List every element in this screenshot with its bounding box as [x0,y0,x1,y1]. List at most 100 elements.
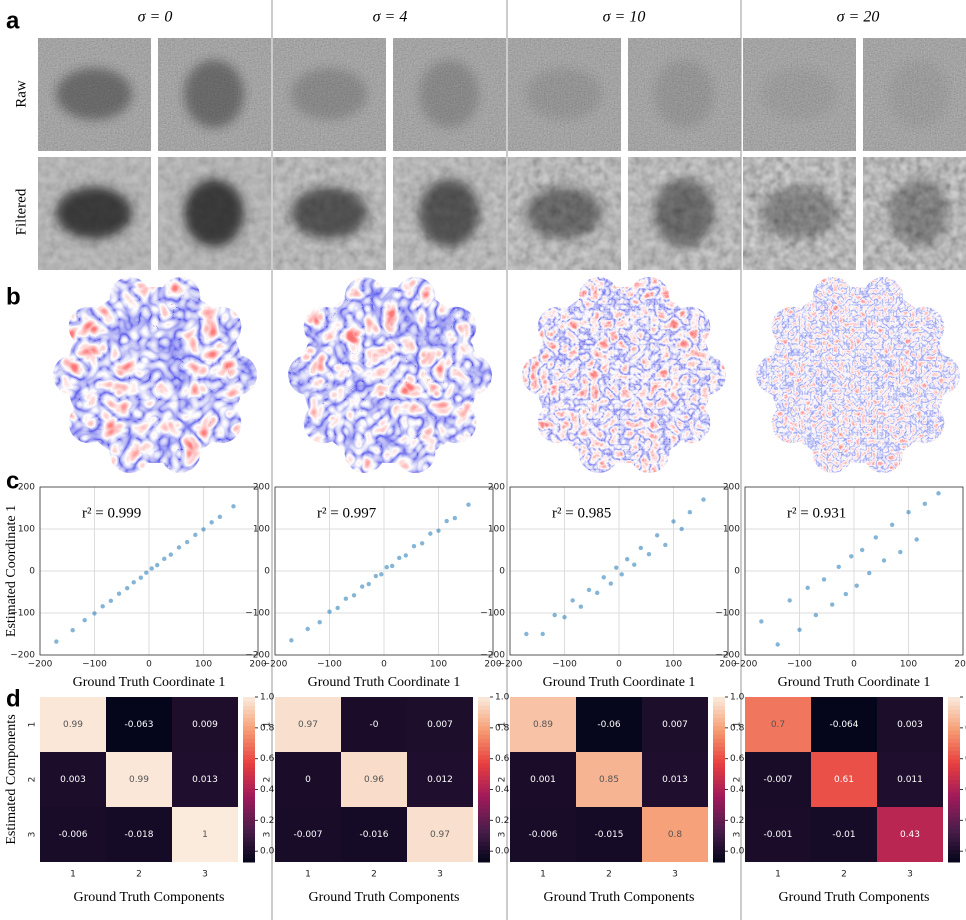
cell-label: -0.064 [829,720,858,730]
point [814,613,818,617]
colorbar-step [243,705,255,710]
colorbar-step [948,825,960,830]
point [231,504,235,508]
colorbar-label: 0.0 [495,847,510,857]
cell-label: 0.003 [897,720,923,730]
point [882,558,886,562]
colorbar-step [478,788,490,793]
point [639,546,643,550]
colorbar-step [713,813,725,818]
colorbar-step [948,784,960,789]
point [352,593,356,597]
colorbar-step [243,714,255,719]
cell-label: 0.99 [63,720,83,730]
x-tick-label: 0 [616,660,622,670]
colorbar-step [713,701,725,706]
colorbar-step [948,726,960,731]
point [117,591,121,595]
point [914,537,918,541]
colorbar-step [478,763,490,768]
colorbar-step [948,734,960,739]
point [898,550,902,554]
y-tick-label: 0 [264,567,270,577]
x-axis-title: Ground Truth Coordinate 1 [308,675,461,690]
colorbar-step [243,796,255,801]
colorbar-step [478,825,490,830]
x-tick-label: 3 [907,870,913,880]
point [849,554,853,558]
x-axis-title: Ground Truth Components [74,890,225,905]
colorbar-step [243,742,255,747]
colorbar-step [478,718,490,723]
point [587,588,591,592]
colorbar-step [478,784,490,789]
colorbar-step [478,701,490,706]
point [209,520,213,524]
point [787,598,791,602]
colorbar-step [713,858,725,863]
point [874,535,878,539]
point [867,571,871,575]
point [855,584,859,588]
point [609,581,613,585]
colorbar-step [478,813,490,818]
colorbar-step [243,841,255,846]
particle [889,60,949,128]
point [374,574,378,578]
point [906,510,910,514]
point [397,556,401,560]
y-tick-label: 1 [733,722,743,728]
colorbar-step [478,767,490,772]
point [367,582,371,586]
colorbar-step [478,800,490,805]
particle [419,179,479,247]
cell-label: -0.018 [124,830,153,840]
colorbar-step [243,734,255,739]
point [822,577,826,581]
colorbar-step [243,784,255,789]
x-tick-label: 2 [136,870,142,880]
point [541,632,545,636]
particle [761,68,837,120]
colorbar-step [948,709,960,714]
point [671,519,675,523]
cell-label: 0.8 [668,830,683,840]
colorbar-step [478,829,490,834]
x-tick-label: 0 [146,660,152,670]
point [614,565,618,569]
point [132,580,136,584]
cell-label: -0.001 [763,830,792,840]
colorbar-step [243,800,255,805]
x-tick-label: 2 [371,870,377,880]
x-tick-label: −100 [317,660,342,670]
colorbar-step [478,858,490,863]
y-tick-label: 3 [263,832,273,838]
colorbar-step [478,841,490,846]
colorbar-step [713,804,725,809]
point [655,533,659,537]
cell-label: 0.012 [427,775,453,785]
colorbar-step [948,808,960,813]
colorbar-step [713,751,725,756]
x-tick-label: 1 [70,870,76,880]
colorbar-step [243,751,255,756]
point [317,620,321,624]
colorbar-step [243,697,255,702]
y-tick-label: 0 [29,567,35,577]
y-tick-label: 200 [253,483,270,493]
density-map [748,265,966,485]
colorbar-step [713,730,725,735]
cell-label: -0.01 [832,830,855,840]
cell-label: 0.43 [900,830,920,840]
y-tick-label: 200 [723,483,740,493]
colorbar-step [478,697,490,702]
colorbar-label: 0.0 [730,847,745,857]
point [404,553,408,557]
x-tick-label: −100 [787,660,812,670]
cell-label: 0.99 [129,775,149,785]
column-title: σ = 4 [373,9,408,26]
x-tick-label: 1 [305,870,311,880]
y-tick-label: 100 [18,525,35,535]
y-axis-title: Estimated Components [4,714,19,844]
colorbar-step [713,722,725,727]
